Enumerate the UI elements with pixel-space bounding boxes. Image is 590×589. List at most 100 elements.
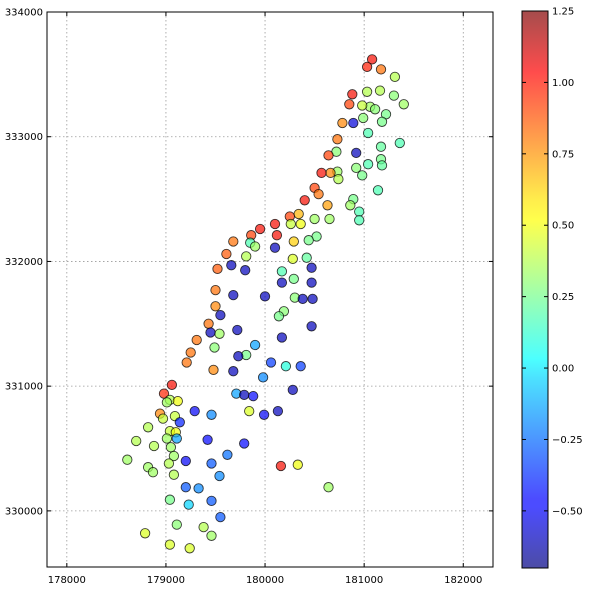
data-point <box>388 90 400 101</box>
data-point <box>228 289 239 301</box>
colorbar-tick-label: 0.25 <box>552 292 574 303</box>
data-point <box>122 454 133 465</box>
data-point <box>209 342 220 353</box>
data-point <box>273 311 285 322</box>
data-point <box>221 248 232 260</box>
data-point <box>325 167 336 179</box>
data-point <box>168 450 180 462</box>
plot-frame <box>46 11 494 568</box>
data-point <box>228 236 239 247</box>
data-point <box>271 230 283 241</box>
data-point <box>345 200 356 211</box>
data-point <box>215 511 226 523</box>
data-point <box>164 494 176 505</box>
data-point <box>228 366 239 377</box>
data-point <box>208 364 219 376</box>
data-point <box>164 539 176 550</box>
data-point <box>226 260 237 271</box>
data-point <box>168 469 180 480</box>
y-tick-label: 333000 <box>5 132 43 143</box>
data-point <box>333 173 344 185</box>
data-point <box>142 422 154 433</box>
data-point <box>357 170 368 181</box>
data-point <box>288 236 299 247</box>
data-point <box>316 167 327 179</box>
data-point <box>280 361 292 372</box>
colorbar-tick-label: 0.00 <box>552 364 574 375</box>
y-tick-label: 331000 <box>5 382 43 393</box>
data-point <box>272 405 284 417</box>
data-point <box>375 141 387 152</box>
data-point <box>189 405 200 417</box>
data-point <box>276 266 288 277</box>
data-point <box>131 435 142 447</box>
data-point <box>180 455 191 467</box>
data-point <box>276 332 288 343</box>
data-point <box>372 185 384 196</box>
plot-background <box>47 12 493 567</box>
data-point <box>259 291 271 302</box>
data-point <box>239 389 250 401</box>
data-point <box>172 395 183 407</box>
data-point <box>210 284 221 296</box>
data-point <box>269 242 281 253</box>
data-point <box>161 433 173 444</box>
colorbar-ticks: −0.50 −0.25 0.00 0.25 0.50 0.75 1.00 1.25 <box>522 7 583 517</box>
y-tick-label: 334000 <box>5 8 43 19</box>
data-point <box>351 162 362 174</box>
data-point <box>322 200 333 211</box>
data-point <box>354 215 365 226</box>
data-point <box>293 208 304 220</box>
colorbar-tick-label: −0.50 <box>552 506 583 517</box>
data-point <box>357 100 368 111</box>
data-point <box>366 54 378 65</box>
data-point <box>184 543 195 554</box>
y-tick-label: 332000 <box>5 257 43 268</box>
data-point <box>299 195 310 206</box>
data-point <box>257 372 269 383</box>
data-point <box>163 458 175 469</box>
data-point <box>206 495 217 507</box>
data-point <box>287 253 298 265</box>
data-point <box>202 434 213 445</box>
x-tick-label: 179000 <box>147 575 185 586</box>
data-point <box>332 134 343 145</box>
data-point <box>233 351 244 362</box>
data-point <box>323 482 334 493</box>
data-point <box>214 470 225 482</box>
data-point <box>248 390 259 402</box>
data-point <box>361 61 373 73</box>
data-point <box>215 309 226 321</box>
data-point <box>389 71 401 83</box>
data-point <box>394 137 405 149</box>
data-point <box>265 357 277 368</box>
data-point <box>313 188 324 200</box>
colorbar-frame <box>521 10 549 569</box>
colorbar-tick-label: 1.25 <box>552 7 574 18</box>
data-point <box>269 218 281 230</box>
data-point <box>191 334 202 346</box>
data-point <box>206 458 217 469</box>
data-point <box>351 147 362 159</box>
data-point <box>362 127 374 139</box>
colorbar: −0.50 −0.25 0.00 0.25 0.50 0.75 1.00 1.25 <box>521 7 583 569</box>
data-point <box>324 213 335 225</box>
data-point <box>180 482 191 493</box>
data-point <box>157 413 169 424</box>
colorbar-tick-label: 1.00 <box>552 78 574 89</box>
data-point <box>171 433 182 444</box>
data-point <box>203 318 214 329</box>
data-point <box>306 321 317 332</box>
data-point <box>222 449 233 460</box>
data-point <box>171 519 182 530</box>
data-point <box>376 160 388 171</box>
data-point <box>348 117 359 129</box>
data-point <box>358 112 369 124</box>
data-point <box>165 442 177 453</box>
data-point <box>303 235 314 246</box>
data-point <box>185 347 196 358</box>
data-point <box>323 150 334 161</box>
data-point <box>297 293 308 305</box>
data-point <box>287 384 298 396</box>
data-point <box>375 64 387 75</box>
